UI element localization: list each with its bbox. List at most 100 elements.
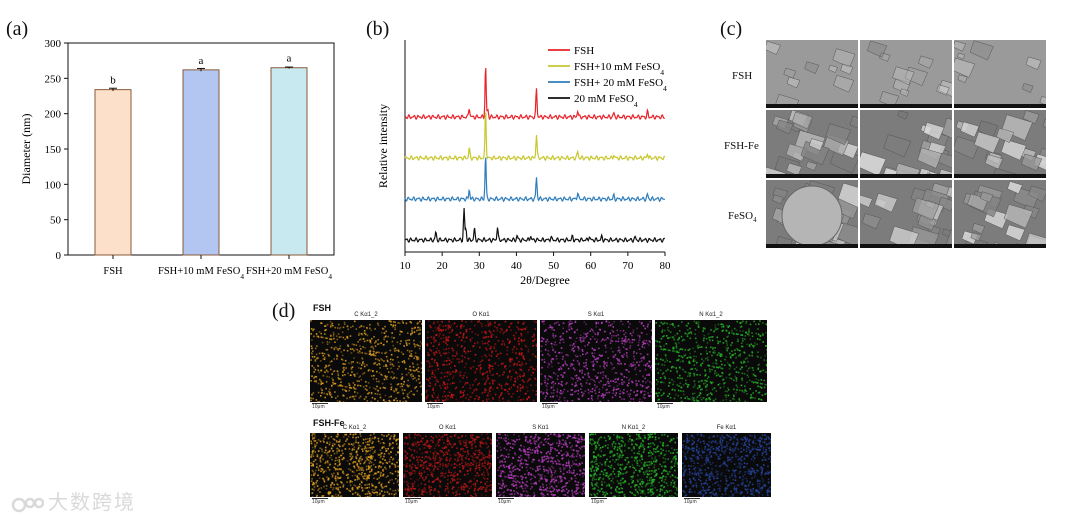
map-signal-dot <box>350 362 353 365</box>
map-signal-dot <box>752 381 755 383</box>
map-signal-dot <box>351 449 354 451</box>
map-signal-dot <box>435 351 438 354</box>
map-signal-dot <box>625 348 628 351</box>
map-signal-dot <box>363 329 366 332</box>
map-signal-dot <box>643 342 645 345</box>
map-signal-dot <box>706 385 708 388</box>
map-signal-dot <box>439 384 441 387</box>
map-signal-dot <box>422 466 425 469</box>
map-signal-dot <box>393 435 395 438</box>
map-signal-dot <box>427 354 429 357</box>
map-signal-dot <box>515 487 518 489</box>
map-signal-dot <box>665 357 668 360</box>
map-signal-dot <box>713 387 716 389</box>
map-signal-dot <box>475 467 478 470</box>
map-signal-dot <box>373 477 375 480</box>
map-signal-dot <box>563 468 565 471</box>
scale-bar: 10μm <box>405 498 421 505</box>
map-signal-dot <box>586 344 589 346</box>
map-signal-dot <box>556 390 559 392</box>
map-signal-dot <box>560 389 562 392</box>
map-signal-dot <box>739 368 742 371</box>
map-signal-dot <box>396 341 399 344</box>
map-signal-dot <box>663 329 666 332</box>
map-signal-dot <box>484 336 486 339</box>
map-signal-dot <box>389 363 392 366</box>
map-signal-dot <box>504 461 507 463</box>
map-signal-dot <box>341 385 344 387</box>
map-signal-dot <box>357 384 360 387</box>
map-signal-dot <box>489 322 492 325</box>
map-signal-dot <box>388 442 391 445</box>
map-signal-dot <box>348 386 351 389</box>
map-signal-dot <box>394 470 397 473</box>
map-signal-dot <box>464 352 467 354</box>
map-signal-dot <box>321 382 323 384</box>
map-signal-dot <box>334 468 337 471</box>
legend-entry: FSH+ 20 mM FeSO4 <box>574 77 667 93</box>
map-signal-dot <box>326 476 328 478</box>
map-signal-dot <box>430 486 432 489</box>
map-signal-dot <box>447 398 449 401</box>
map-signal-dot <box>482 438 485 440</box>
map-signal-dot <box>509 493 511 496</box>
map-signal-dot <box>676 332 679 335</box>
map-signal-dot <box>384 394 387 397</box>
map-signal-dot <box>527 494 529 497</box>
map-signal-dot <box>568 464 570 466</box>
map-signal-dot <box>378 493 381 496</box>
map-signal-dot <box>342 436 345 438</box>
map-signal-dot <box>414 387 416 389</box>
map-signal-dot <box>317 364 319 367</box>
map-signal-dot <box>456 452 459 454</box>
map-signal-dot <box>529 366 532 368</box>
map-signal-dot <box>505 448 508 451</box>
map-signal-dot <box>749 323 752 326</box>
map-signal-dot <box>700 388 702 391</box>
map-signal-dot <box>697 346 700 349</box>
map-signal-dot <box>380 466 382 468</box>
map-signal-dot <box>456 344 459 346</box>
map-signal-dot <box>502 483 504 486</box>
map-signal-dot <box>361 357 363 359</box>
map-signal-dot <box>561 384 564 387</box>
map-signal-dot <box>494 362 497 364</box>
map-signal-dot <box>481 373 484 375</box>
map-element-label: S Kα1 <box>587 312 605 318</box>
map-signal-dot <box>485 331 488 334</box>
map-signal-dot <box>325 488 328 490</box>
map-signal-dot <box>536 466 539 468</box>
map-signal-dot <box>433 489 435 492</box>
map-signal-dot <box>641 390 644 393</box>
sem-grain <box>1021 83 1034 93</box>
map-signal-dot <box>518 352 521 355</box>
map-signal-dot <box>547 353 549 355</box>
map-signal-dot <box>678 336 681 339</box>
map-signal-dot <box>549 324 552 327</box>
map-signal-dot <box>762 341 764 343</box>
map-signal-dot <box>437 461 440 464</box>
map-signal-dot <box>524 459 526 461</box>
map-signal-dot <box>503 486 506 488</box>
map-signal-dot <box>477 398 480 401</box>
map-signal-dot <box>388 320 391 322</box>
map-signal-dot <box>716 354 719 356</box>
map-signal-dot <box>575 355 578 358</box>
sem-grain <box>904 66 928 87</box>
map-signal-dot <box>357 436 360 439</box>
map-signal-dot <box>353 320 356 323</box>
map-signal-dot <box>500 449 502 451</box>
map-signal-dot <box>439 352 441 354</box>
map-signal-dot <box>461 486 464 488</box>
map-signal-dot <box>456 447 458 450</box>
map-signal-dot <box>551 457 554 460</box>
map-signal-dot <box>687 383 689 386</box>
map-signal-dot <box>466 376 468 379</box>
map-signal-dot <box>540 340 543 343</box>
map-signal-dot <box>405 475 407 478</box>
map-signal-dot <box>740 334 742 336</box>
map-signal-dot <box>358 472 360 475</box>
map-signal-dot <box>342 326 345 329</box>
map-signal-dot <box>385 485 388 488</box>
map-signal-dot <box>418 488 421 490</box>
